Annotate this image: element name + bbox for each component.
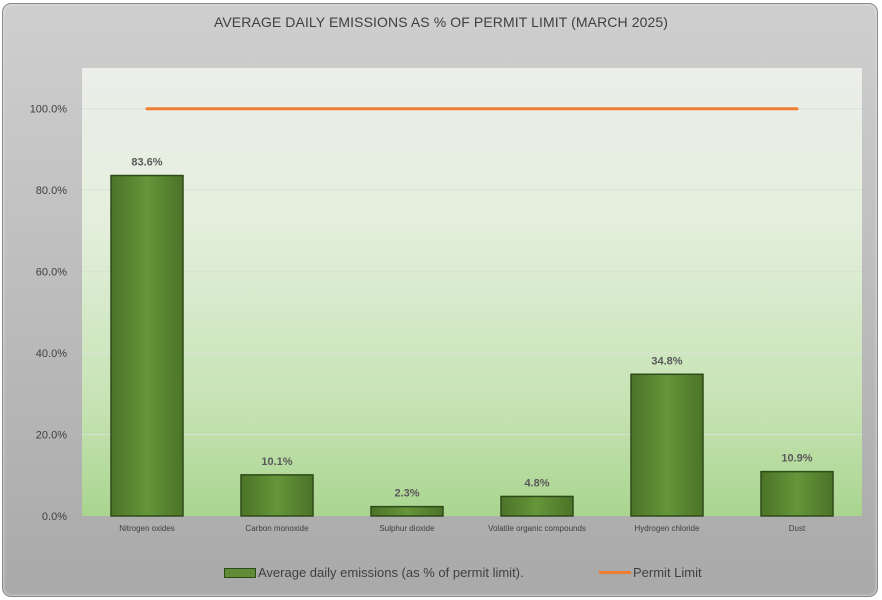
- bar: [370, 505, 444, 517]
- data-label: 83.6%: [131, 157, 162, 169]
- x-tick-label: Dust: [789, 524, 806, 533]
- bar-layer: [110, 174, 834, 517]
- plot-area: [82, 68, 862, 516]
- y-tick-label: 80.0%: [36, 185, 67, 197]
- data-label: 34.8%: [651, 355, 682, 367]
- data-label: 2.3%: [394, 488, 419, 500]
- bar: [110, 174, 184, 517]
- x-tick-label: Carbon monoxide: [245, 524, 309, 533]
- bar: [630, 373, 704, 517]
- legend-swatch-line: [599, 571, 631, 575]
- x-tick-label: Volatile organic compounds: [488, 524, 586, 533]
- bar: [500, 495, 574, 517]
- legend-item-permit-limit: Permit Limit: [599, 565, 702, 580]
- data-label: 4.8%: [524, 477, 549, 489]
- grid-layer: [82, 108, 862, 436]
- chart-title: AVERAGE DAILY EMISSIONS AS % OF PERMIT L…: [213, 14, 669, 30]
- y-tick-label: 0.0%: [42, 511, 67, 523]
- y-tick-label: 20.0%: [36, 430, 67, 442]
- legend-swatch-bar: [224, 567, 256, 578]
- legend-label-permit-limit: Permit Limit: [633, 565, 702, 580]
- y-tick-label: 60.0%: [36, 267, 67, 279]
- y-tick-label: 40.0%: [36, 348, 67, 360]
- x-tick-label: Nitrogen oxides: [119, 524, 175, 533]
- data-label: 10.1%: [261, 456, 292, 468]
- bar: [760, 470, 834, 517]
- bar: [240, 474, 314, 517]
- x-tick-label: Sulphur dioxide: [379, 524, 435, 533]
- legend-item-emissions: Average daily emissions (as % of permit …: [224, 565, 524, 580]
- x-tick-label: Hydrogen chloride: [635, 524, 700, 533]
- legend-label-emissions: Average daily emissions (as % of permit …: [258, 565, 524, 580]
- y-tick-label: 100.0%: [30, 104, 68, 116]
- label-layer: 0.0% 20.0% 40.0% 60.0% 80.0% 100.0% 83.6% 10.1%…: [30, 104, 813, 533]
- data-label: 10.9%: [781, 453, 812, 465]
